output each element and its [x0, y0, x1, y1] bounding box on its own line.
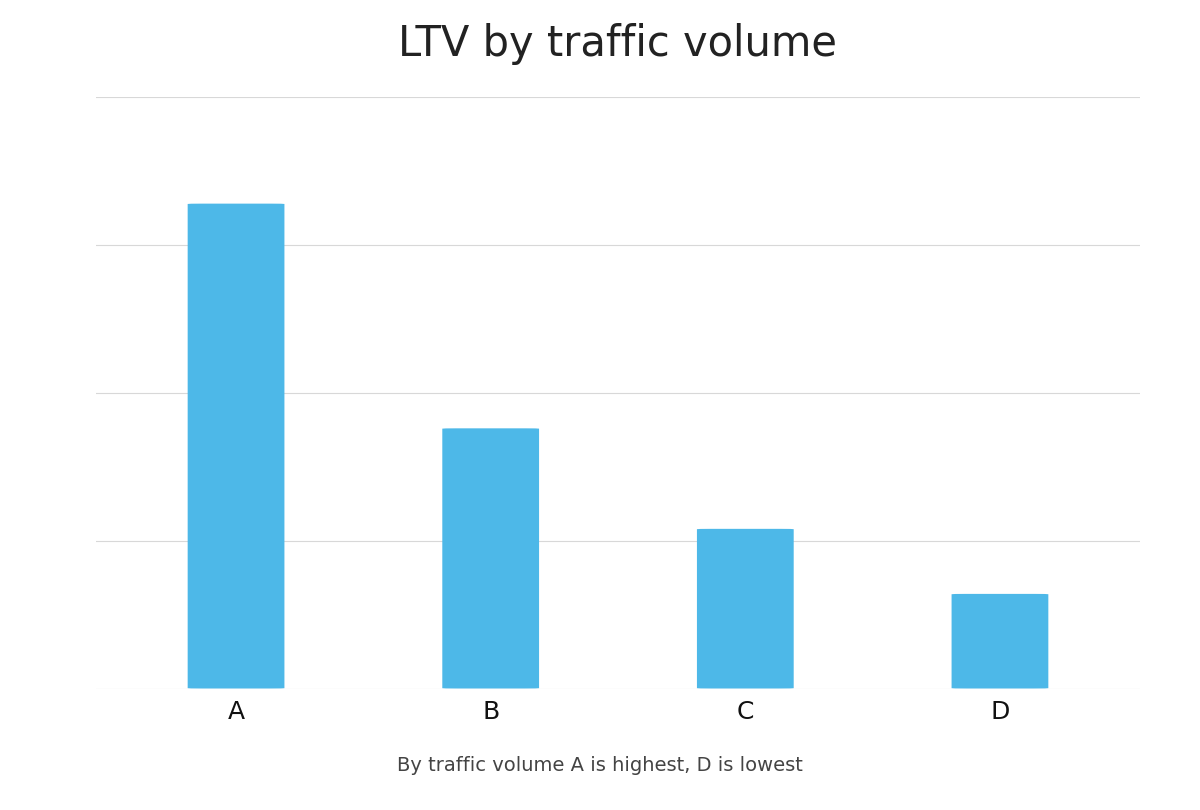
FancyBboxPatch shape	[443, 428, 539, 688]
Text: By traffic volume A is highest, D is lowest: By traffic volume A is highest, D is low…	[397, 756, 803, 775]
FancyBboxPatch shape	[187, 203, 284, 688]
FancyBboxPatch shape	[697, 529, 793, 688]
FancyBboxPatch shape	[952, 594, 1049, 688]
Title: LTV by traffic volume: LTV by traffic volume	[398, 23, 838, 65]
